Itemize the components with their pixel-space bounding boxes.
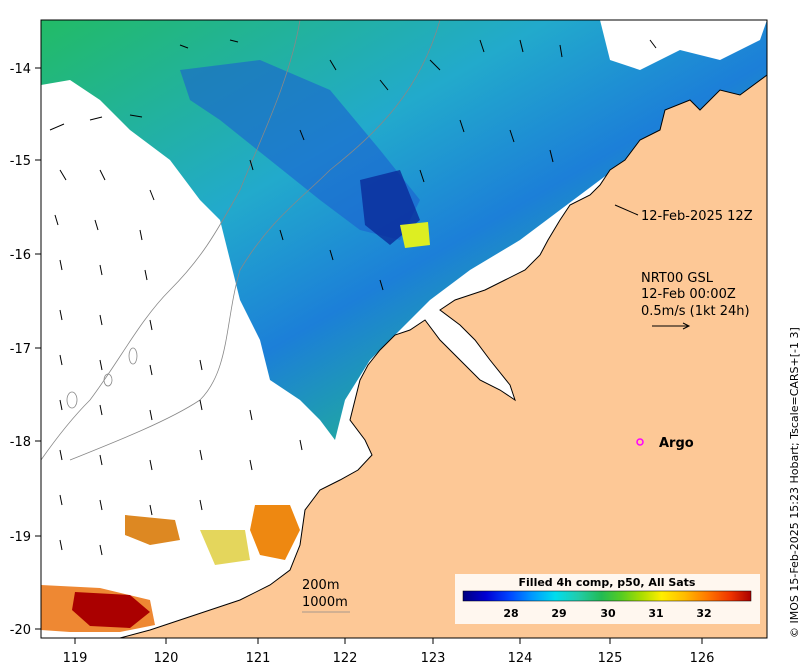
colorbar-tick: 31 [648,607,663,620]
y-axis: -14 -15 -16 -17 -18 -19 -20 [10,62,41,638]
contour-200m [69,20,441,461]
track-time-leader [614,204,639,216]
y-tick-label: -19 [10,530,31,545]
reef-outline [128,347,138,365]
y-tick-label: -14 [10,62,31,77]
track-time-label: 12-Feb-2025 12Z [641,209,753,224]
x-tick-label: 122 [333,651,358,666]
sst-swath-south-1 [250,505,300,560]
sst-cool-core [180,60,420,240]
current-scale: 0.5m/s (1kt 24h) [641,304,750,319]
reef-outline [66,391,78,409]
colorbar-tick: 30 [600,607,616,620]
plot-frame [40,19,768,639]
x-tick-label: 126 [690,651,715,666]
current-title: NRT00 GSL [641,271,714,286]
y-tick-label: -15 [10,154,31,169]
y-tick-label: -17 [10,342,31,357]
sst-swath-south-2 [125,515,180,545]
colorbar-tick: 29 [551,607,566,620]
x-tick-label: 123 [421,651,446,666]
reef-outline [103,373,113,387]
contour-1000m [41,20,301,461]
contour-1000m-label: 1000m [302,595,348,610]
x-tick-label: 125 [598,651,623,666]
current-scale-arrow [652,322,691,330]
sst-warm-patch [400,222,430,248]
sst-hot-patch [72,592,150,628]
x-tick-label: 119 [63,651,88,666]
contour-200m-label: 200m [302,578,339,593]
x-tick-label: 121 [246,651,271,666]
y-tick-label: -20 [10,623,31,638]
x-axis: 119 120 121 122 123 124 125 126 [63,638,715,666]
y-tick-label: -16 [10,248,31,263]
colorbar-tick: 32 [696,607,711,620]
x-tick-label: 124 [508,651,533,666]
argo-marker [636,438,644,446]
land-mass [119,74,767,638]
sst-swath-south-4 [200,530,250,565]
colorbar-title: Filled 4h comp, p50, All Sats [519,576,696,589]
colorbar-tick: 28 [503,607,518,620]
y-tick-label: -18 [10,435,31,450]
colorbar [462,590,752,602]
x-tick-label: 120 [154,651,179,666]
credit-text: © IMOS 15-Feb-2025 15:23 Hobart; Tscale=… [788,327,801,638]
argo-label: Argo [659,436,694,451]
current-date: 12-Feb 00:00Z [641,287,736,302]
current-vectors [49,39,657,556]
